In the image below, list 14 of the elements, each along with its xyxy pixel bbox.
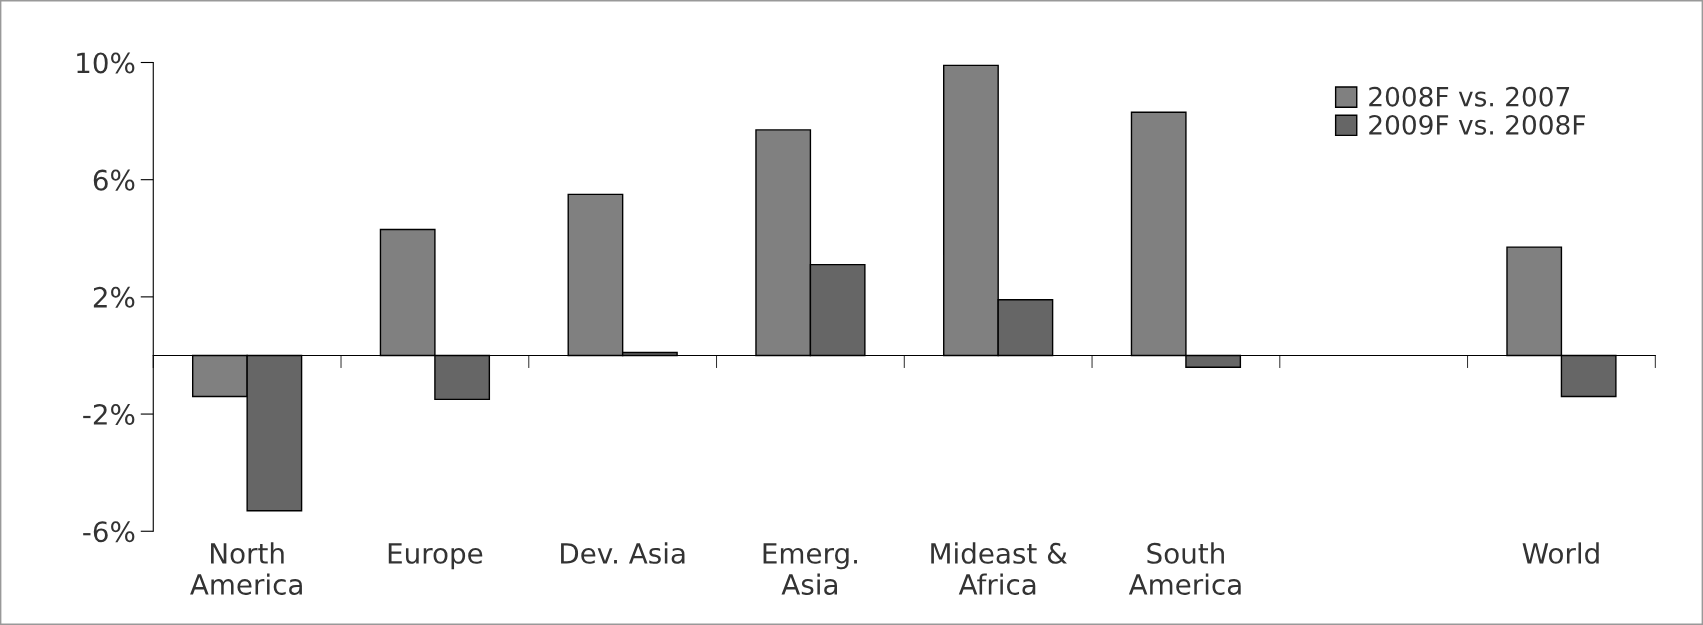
x-tick-label: Emerg. Asia xyxy=(763,543,857,595)
y-tick-label: -6% xyxy=(83,521,135,543)
x-tick-label: Europe xyxy=(388,543,483,570)
y-tick-label: 6% xyxy=(93,169,135,191)
x-tick-label: Dev. Asia xyxy=(561,542,685,564)
legend-label: 2009F vs. 2008F xyxy=(1369,114,1585,135)
x-tick-label: South America xyxy=(1128,542,1241,595)
legend-label: 2008F vs. 2007 xyxy=(1369,86,1570,107)
x-tick-label: World xyxy=(1522,542,1599,564)
y-tick-label: -2% xyxy=(83,404,135,426)
y-tick-label: 10% xyxy=(77,52,135,74)
x-tick-label: North America xyxy=(190,542,302,595)
y-tick-label: 2% xyxy=(93,286,135,308)
x-tick-label: Mideast & Africa xyxy=(931,542,1067,595)
